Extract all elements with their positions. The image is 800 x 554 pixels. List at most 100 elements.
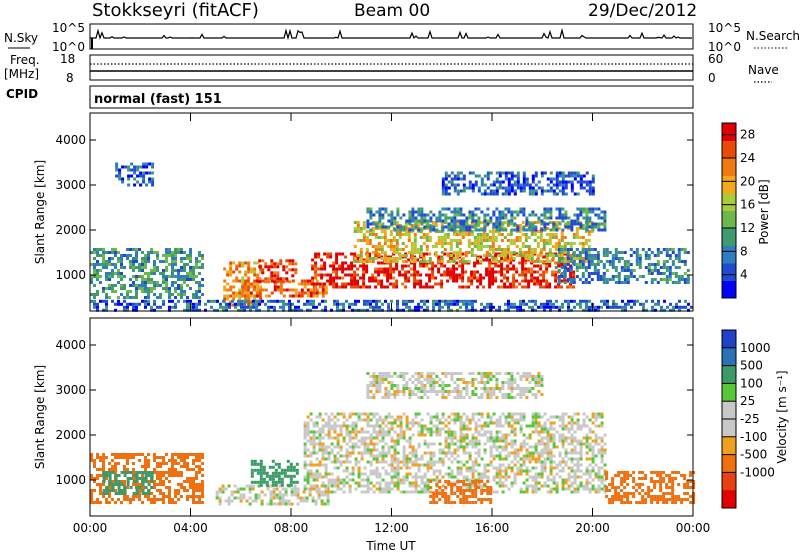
data-cell [555, 171, 559, 175]
data-cell [557, 251, 561, 254]
data-cell [569, 245, 573, 248]
data-cell [144, 278, 147, 281]
data-cell [422, 236, 426, 239]
data-cell [407, 239, 411, 242]
data-cell [432, 463, 436, 467]
data-cell [402, 478, 406, 482]
data-cell [280, 468, 284, 472]
data-cell [579, 180, 583, 184]
data-cell [441, 177, 445, 181]
data-cell [165, 266, 168, 269]
data-cell [129, 302, 132, 306]
data-cell [471, 460, 475, 464]
data-cell [363, 472, 367, 476]
data-cell [372, 448, 376, 452]
data-cell [510, 427, 514, 431]
data-cell [359, 254, 363, 257]
data-cell [453, 430, 457, 434]
data-cell [303, 475, 307, 479]
data-cell [368, 276, 372, 280]
data-cell [560, 245, 564, 248]
data-cell [226, 288, 230, 292]
data-cell [558, 216, 562, 220]
data-cell [387, 445, 391, 449]
data-cell [360, 412, 364, 416]
data-cell [242, 487, 246, 491]
data-cell [450, 442, 454, 446]
data-cell [297, 294, 301, 298]
data-cell [354, 427, 358, 431]
data-cell [455, 261, 459, 265]
data-cell [560, 279, 564, 283]
data-cell [236, 487, 240, 491]
data-cell [198, 254, 201, 257]
data-cell [336, 457, 340, 461]
data-cell [356, 260, 360, 263]
data-cell [557, 257, 561, 260]
data-cell [250, 300, 254, 304]
data-cell [554, 270, 558, 274]
data-cell [108, 251, 111, 254]
data-cell [585, 308, 588, 312]
data-cell [584, 266, 588, 269]
data-cell [533, 251, 537, 254]
data-cell [411, 216, 415, 220]
data-cell [132, 495, 135, 498]
data-cell [261, 268, 265, 272]
data-cell [579, 177, 583, 181]
data-cell [539, 239, 543, 242]
data-cell [584, 248, 588, 251]
data-cell [447, 225, 451, 229]
data-cell [380, 236, 384, 239]
data-cell [386, 273, 390, 277]
station-title: Stokkseyri (fitACF) [92, 0, 259, 21]
data-cell [339, 308, 342, 312]
data-cell [274, 468, 278, 472]
data-cell [602, 275, 606, 278]
data-cell [102, 459, 105, 462]
data-cell [456, 183, 460, 187]
data-cell [561, 302, 564, 306]
data-cell [198, 459, 201, 462]
data-cell [366, 421, 370, 425]
data-cell [384, 299, 387, 303]
data-cell [392, 270, 396, 274]
data-cell [462, 228, 466, 232]
data-cell [306, 427, 310, 431]
data-cell [235, 264, 239, 268]
y-tick-label: 2000 [55, 223, 86, 237]
data-cell [247, 276, 251, 280]
data-cell [413, 282, 417, 286]
data-cell [546, 189, 550, 193]
data-cell [486, 412, 490, 416]
data-cell [280, 483, 284, 487]
data-cell [471, 216, 475, 220]
data-cell [171, 468, 174, 471]
data-cell [186, 453, 189, 456]
data-cell [183, 459, 186, 462]
data-cell [504, 192, 508, 196]
data-cell [476, 276, 480, 280]
data-cell [422, 257, 426, 260]
data-cell [357, 484, 361, 488]
data-cell [455, 245, 459, 248]
data-cell [419, 273, 423, 277]
data-cell [473, 273, 477, 277]
data-cell [548, 264, 552, 268]
data-cell [252, 299, 255, 303]
data-cell [233, 484, 237, 488]
data-cell [111, 275, 114, 278]
data-cell [495, 192, 499, 196]
data-cell [474, 219, 478, 223]
data-cell [459, 177, 463, 181]
data-cell [564, 180, 568, 184]
data-cell [126, 257, 129, 260]
data-cell [404, 227, 408, 230]
data-cell [132, 284, 135, 287]
data-cell [479, 255, 483, 259]
data-cell [414, 481, 418, 485]
data-cell [286, 459, 290, 463]
data-cell [507, 177, 511, 181]
data-cell [438, 421, 442, 425]
data-cell [405, 457, 409, 461]
